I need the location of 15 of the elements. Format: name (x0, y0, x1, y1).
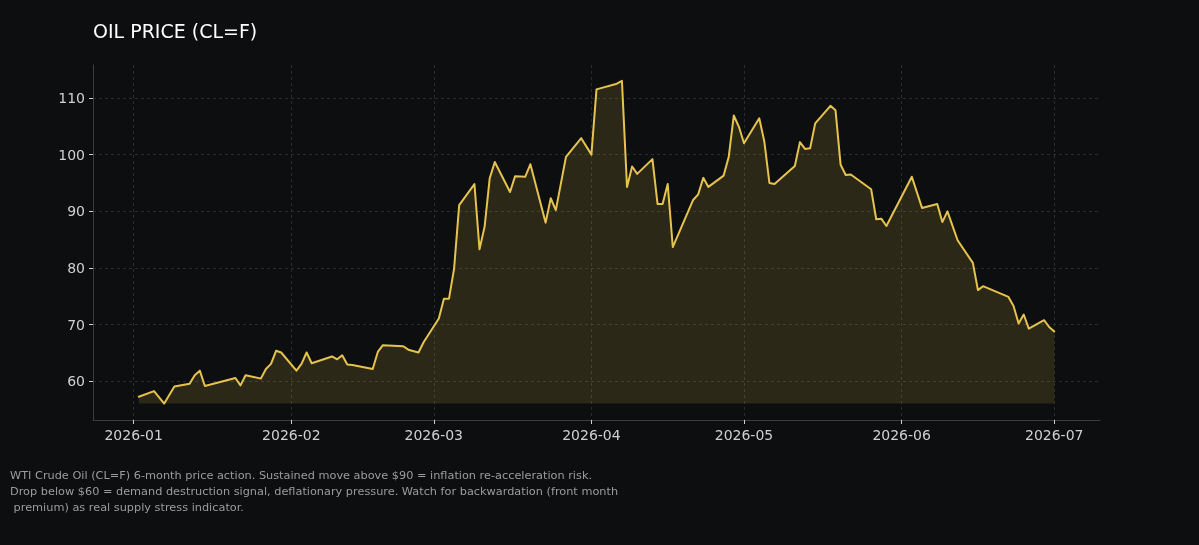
y-tick-label: 70 (67, 316, 85, 333)
x-tick-label: 2026-07 (1024, 427, 1084, 443)
x-tick-label: 2026-03 (404, 427, 463, 443)
y-tick-label: 90 (67, 203, 85, 220)
x-tick-label: 2026-02 (262, 427, 321, 443)
y-tick-label: 60 (67, 373, 85, 390)
x-tick-label: 2026-01 (104, 427, 163, 443)
chart-title: OIL PRICE (CL=F) (93, 19, 258, 42)
y-tick-label: 110 (58, 89, 85, 106)
x-tick-label: 2026-04 (562, 427, 621, 443)
y-tick-label: 100 (58, 146, 85, 163)
x-tick-label: 2026-05 (714, 427, 774, 443)
y-tick-label: 80 (67, 260, 85, 277)
text: WTI Crude Oil (CL=F) 6-month price action. Sustained move above $90 = inflation re-acceleration risk. Drop below $60 = demand destruction signal, deflationary pressure. Watch for backwardation (front month premium) as real supply stress indicator. (10, 468, 619, 514)
x-tick-label: 2026-06 (872, 427, 931, 443)
